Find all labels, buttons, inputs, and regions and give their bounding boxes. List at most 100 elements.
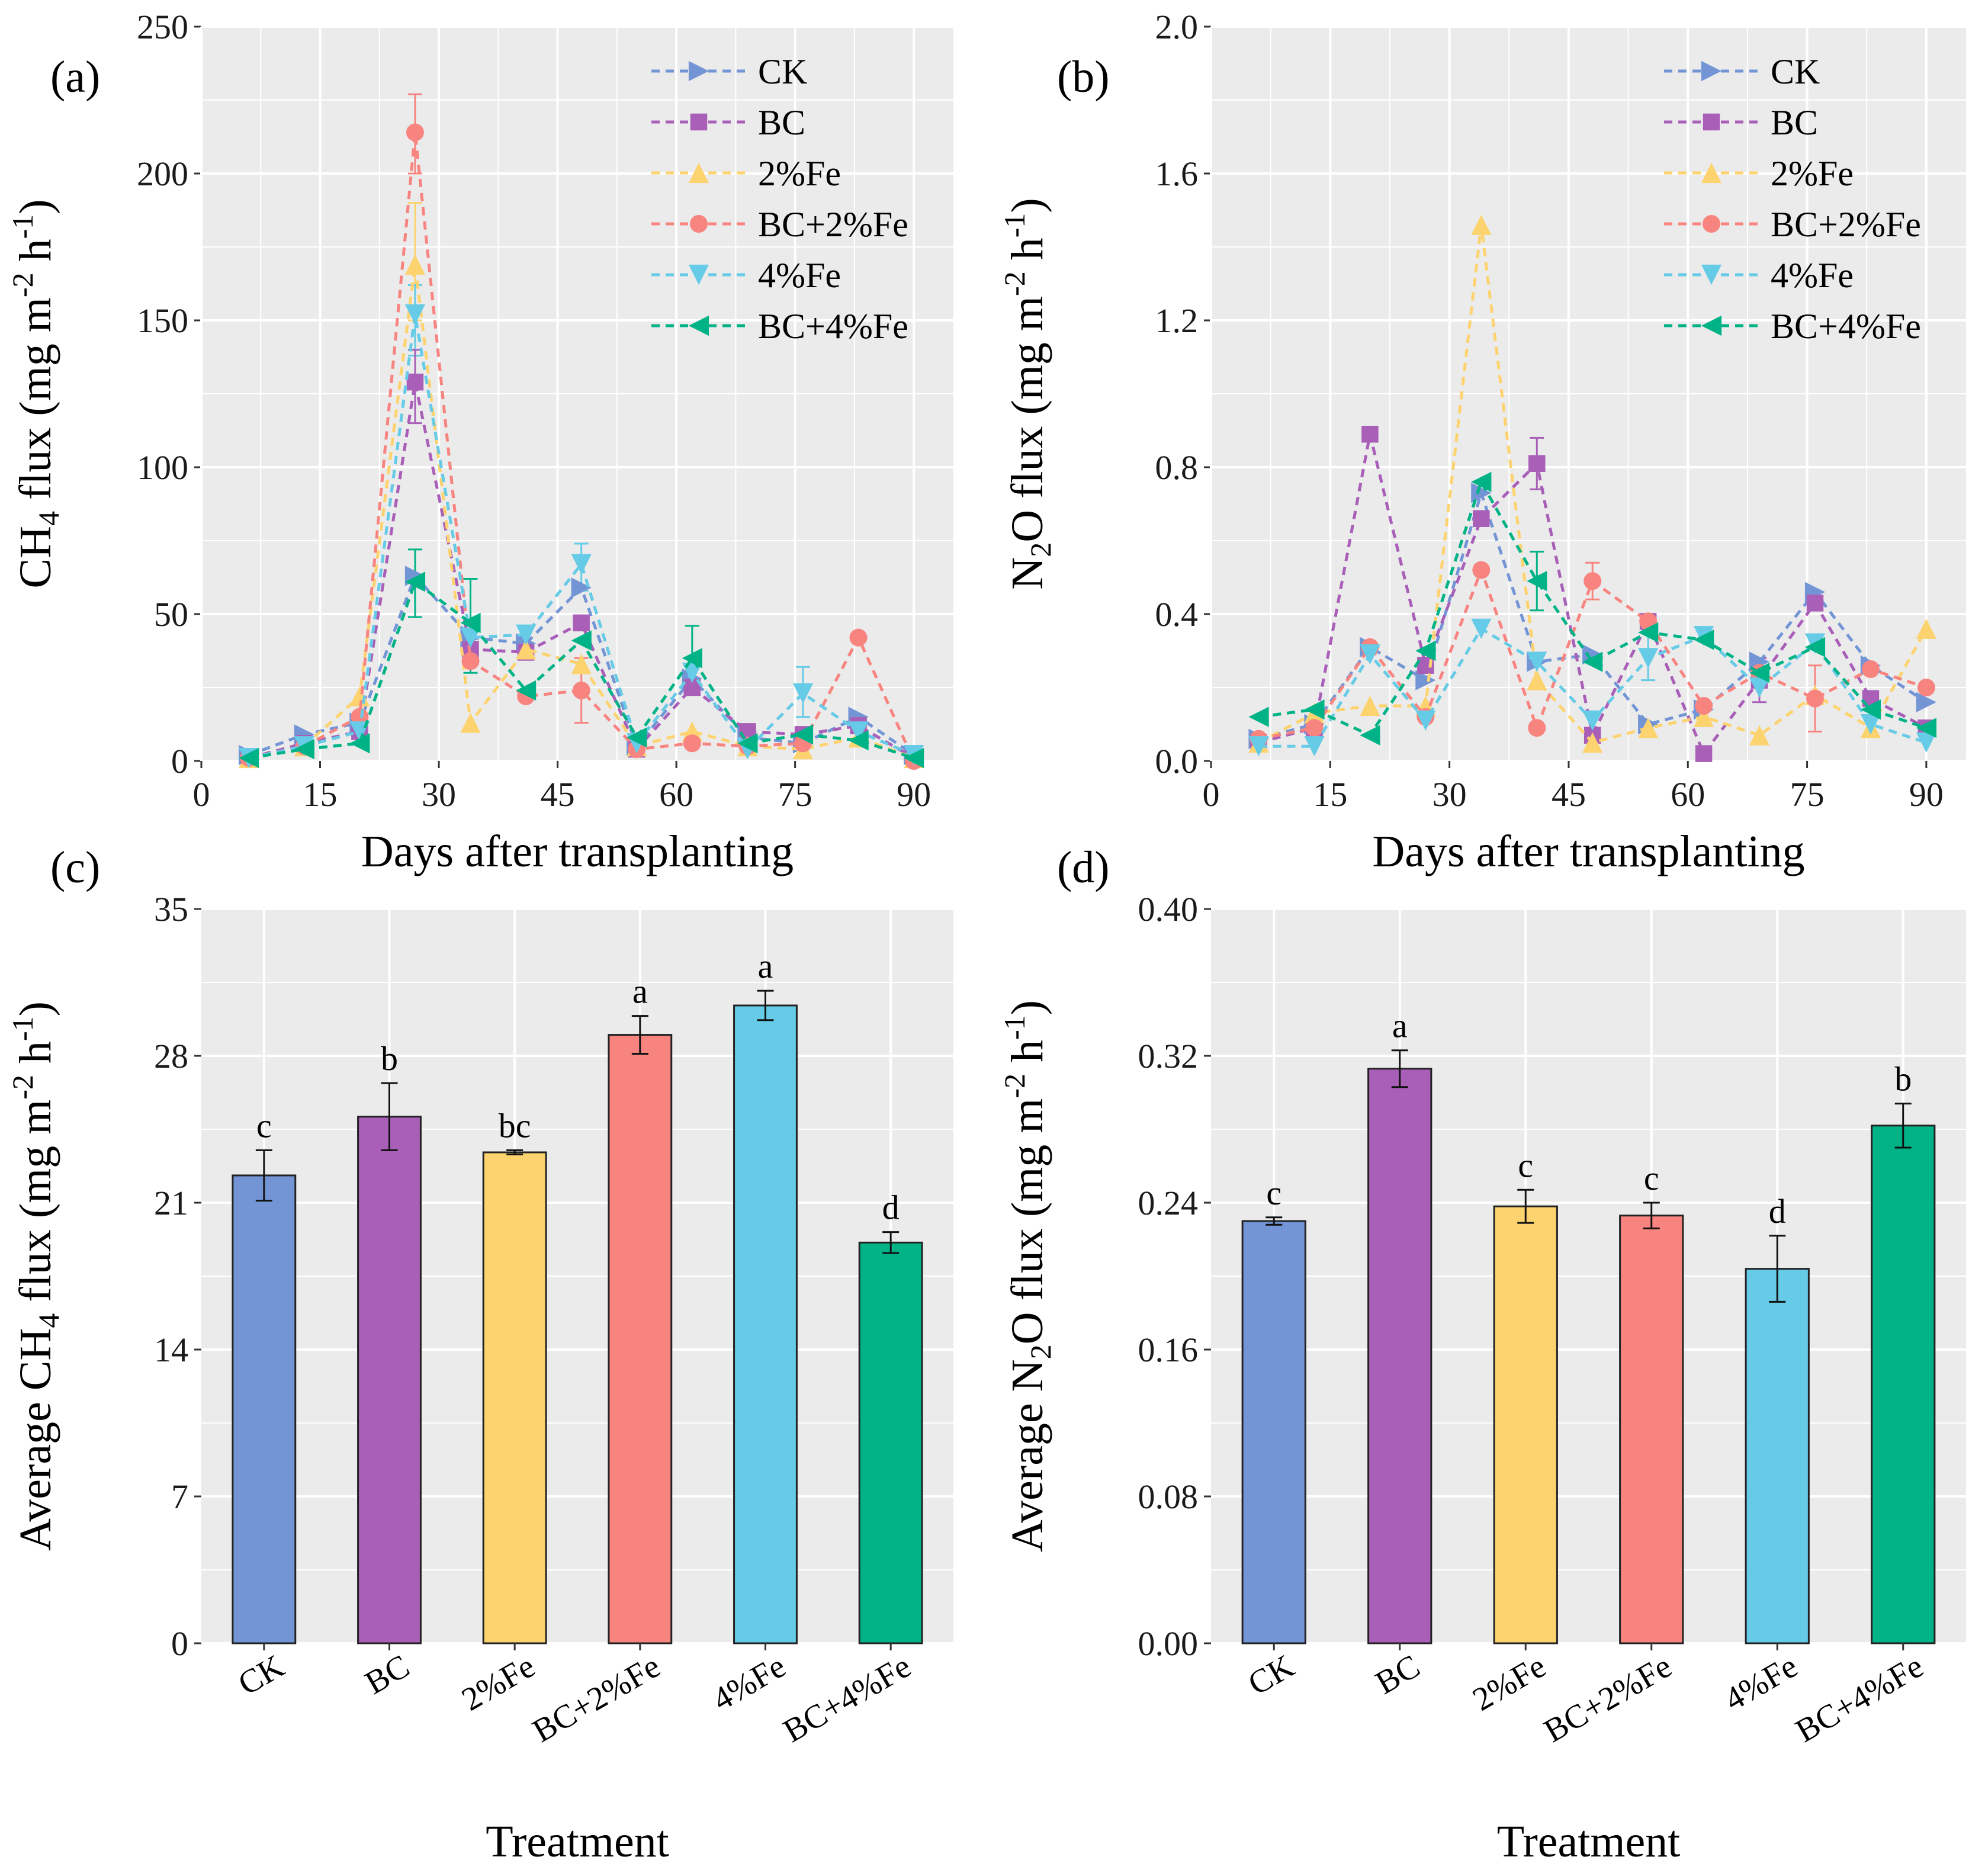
data-point-2-fe	[1527, 670, 1547, 690]
y-axis-title-part: Average CH	[11, 1328, 60, 1551]
significance-letter-bc: b	[381, 1039, 398, 1078]
data-point-bc-4-fe	[571, 630, 592, 651]
legend-marker-4-fe	[1701, 264, 1722, 285]
data-point-bc-4-fe	[792, 724, 814, 745]
data-point-bc-2-fe	[1917, 679, 1935, 696]
y-tick-label: 50	[154, 595, 188, 634]
data-point-bc-4-fe	[404, 571, 426, 592]
y-axis-title-part: -2	[998, 1074, 1031, 1098]
panel-c-average-ch4-bar-chart: 0714212835cCKbBCbc2%FeaBC+2%Fea4%FedBC+4…	[6, 843, 953, 1867]
y-axis-title-part: -2	[998, 271, 1031, 296]
data-point-bc-2-fe	[683, 734, 701, 753]
significance-letter-bc-4-fe: d	[882, 1188, 900, 1227]
y-tick-label: 0.8	[1155, 448, 1199, 487]
data-point-ck	[1471, 483, 1492, 503]
bar-bc-2-fe	[608, 1034, 673, 1644]
y-axis-title-part: flux (mg m	[11, 297, 60, 511]
y-tick-label: 0.24	[1138, 1184, 1199, 1222]
legend-marker-2-fe	[688, 162, 709, 184]
y-axis-title-part: h	[11, 239, 60, 272]
y-tick-label: 1.6	[1155, 155, 1199, 193]
y-axis-title-part: N	[1003, 557, 1052, 590]
data-point-bc-2-fe	[406, 123, 424, 142]
y-axis-title-part: 2	[1024, 542, 1057, 557]
legend-label-bc-4-fe: BC+4%Fe	[758, 307, 908, 346]
y-tick-label: 14	[154, 1331, 188, 1369]
significance-letter-ck: c	[1266, 1174, 1281, 1212]
x-tick-label: 30	[1432, 775, 1467, 814]
data-point-bc-4-fe	[1471, 471, 1492, 492]
y-axis-title-part: )	[11, 199, 60, 214]
legend-marker-bc-4-fe	[1701, 315, 1722, 336]
data-point-2-fe	[1638, 718, 1659, 738]
bar-2-fe	[1493, 1205, 1558, 1644]
data-point-bc-4-fe	[516, 680, 537, 701]
y-tick-label: 0.0	[1155, 742, 1199, 780]
data-point-4-fe	[1360, 644, 1380, 665]
data-point-bc-4-fe	[1582, 651, 1603, 672]
y-tick-label: 250	[137, 8, 188, 46]
panel-label-b: (b)	[1057, 52, 1110, 102]
x-tick-label: 45	[541, 775, 575, 814]
significance-letter-2-fe: c	[1518, 1146, 1533, 1184]
data-point-4-fe	[848, 721, 869, 742]
data-point-bc-4-fe	[1638, 622, 1659, 643]
significance-letter-ck: c	[256, 1106, 272, 1145]
legend-label-bc-2-fe: BC+2%Fe	[1771, 205, 1921, 244]
x-tick-label: 90	[897, 775, 931, 814]
data-point-bc	[406, 373, 424, 391]
y-axis-title-part: -1	[998, 213, 1031, 238]
data-point-bc-4-fe	[460, 612, 481, 633]
data-point-4-fe	[1638, 648, 1659, 669]
data-point-4-fe	[460, 627, 481, 648]
y-tick-label: 0.32	[1138, 1037, 1199, 1075]
y-axis-title-part: 4	[32, 511, 65, 526]
data-point-bc-2-fe	[849, 628, 868, 647]
data-point-ck	[1916, 692, 1936, 712]
data-point-bc-2-fe	[572, 681, 590, 699]
data-point-4-fe	[404, 304, 426, 325]
y-axis-title-part: -2	[6, 1075, 39, 1100]
data-point-bc-2-fe	[1861, 660, 1880, 678]
y-tick-label: 0.00	[1138, 1624, 1199, 1663]
y-tick-label: 150	[137, 301, 188, 340]
bar-4-fe	[733, 1004, 798, 1644]
data-point-bc	[573, 614, 590, 632]
legend-marker-ck	[1701, 60, 1722, 82]
legend-marker-bc	[690, 113, 708, 131]
bar-ck	[1241, 1220, 1306, 1644]
data-point-2-fe	[1582, 732, 1603, 753]
y-axis-title: N2O flux (mg m-2 h-1)	[998, 198, 1057, 589]
significance-letter-4-fe: d	[1769, 1192, 1786, 1231]
panel-label-a: (a)	[50, 52, 100, 102]
legend-marker-bc-2-fe	[1703, 215, 1720, 233]
y-axis-title-part: h	[1003, 237, 1052, 271]
legend-marker-ck	[688, 60, 709, 82]
y-axis-title-part: 4	[32, 1313, 65, 1328]
y-tick-label: 28	[154, 1037, 188, 1075]
data-point-bc-4-fe	[349, 733, 370, 754]
data-point-4-fe	[1415, 710, 1436, 731]
significance-letter-bc: a	[1392, 1007, 1408, 1045]
data-point-ck	[1415, 670, 1436, 690]
legend-marker-4-fe	[688, 264, 709, 285]
data-point-2-fe	[516, 639, 537, 660]
data-point-bc-2-fe	[1472, 561, 1491, 579]
y-tick-label: 0.4	[1155, 595, 1199, 634]
data-point-4-fe	[1304, 736, 1325, 757]
y-axis-title-part: -1	[6, 1016, 39, 1041]
y-tick-label: 35	[154, 890, 188, 929]
data-point-2-fe	[1471, 214, 1492, 235]
bar-4-fe	[1745, 1268, 1810, 1644]
data-point-2-fe	[460, 712, 481, 733]
legend-label-ck: CK	[758, 52, 807, 91]
data-point-bc-4-fe	[904, 747, 924, 769]
x-tick-label: 60	[1671, 775, 1705, 814]
significance-letter-2-fe: bc	[499, 1106, 531, 1145]
y-tick-label: 0	[171, 1624, 188, 1663]
x-axis-title: Days after transplanting	[1372, 827, 1804, 876]
data-point-bc-4-fe	[1860, 699, 1881, 720]
y-axis-title-part: -2	[6, 272, 39, 297]
data-point-bc-4-fe	[1916, 718, 1936, 738]
